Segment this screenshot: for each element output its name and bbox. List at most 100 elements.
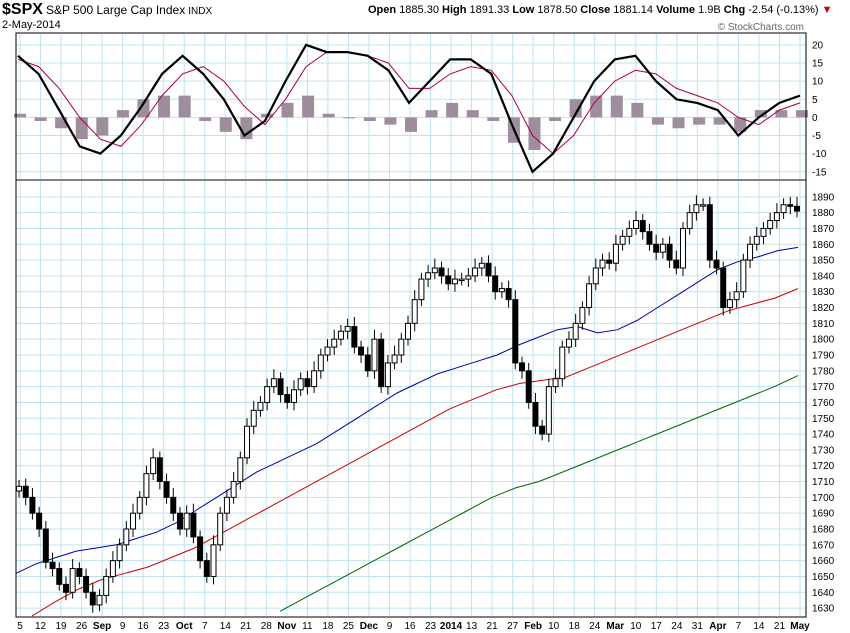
indicator-line [17, 43, 801, 174]
price-tick-label: 1840 [812, 271, 835, 282]
ohlc-readout: Open 1885.30 High 1891.33 Low 1878.50 Cl… [368, 4, 833, 16]
candle-body [96, 594, 103, 606]
candle-body [89, 591, 96, 606]
price-tick-label: 1710 [812, 477, 835, 488]
histogram-bar [487, 117, 500, 121]
indicator-tick-label: -5 [812, 131, 821, 142]
candle-body [29, 496, 36, 514]
histogram-bar [796, 110, 808, 118]
candle-body [425, 272, 432, 280]
candle-body [351, 326, 358, 348]
x-tick-label: Apr [709, 621, 726, 632]
candle-body [686, 212, 693, 229]
histogram-bar [734, 117, 747, 132]
x-tick-label: 31 [692, 621, 704, 632]
price-tick-label: 1780 [812, 366, 835, 377]
x-tick-label: Feb [524, 621, 542, 632]
x-tick-label: Nov [277, 621, 296, 632]
histogram-bar [363, 117, 376, 121]
candle-body [565, 338, 572, 348]
histogram-bar [405, 117, 417, 132]
close-value: 1881.14 [613, 4, 654, 16]
candle-body [418, 278, 425, 301]
histogram-bar [610, 95, 623, 118]
x-tick-label: 7 [202, 621, 208, 632]
candle-body [384, 362, 391, 388]
candle-body [311, 370, 318, 388]
candle-body [773, 212, 780, 222]
candle-body [197, 536, 204, 562]
histogram-bar [528, 117, 541, 150]
candle-body [156, 457, 163, 483]
histogram-bar [158, 95, 171, 118]
x-tick-label: 16 [404, 621, 416, 632]
candle-body [706, 204, 713, 261]
candle-body [183, 512, 190, 530]
histogram-bar [631, 102, 644, 118]
candle-body [465, 275, 472, 280]
histogram-bar [75, 117, 88, 140]
indicator-tick-label: 5 [812, 95, 818, 106]
candle-body [780, 204, 787, 214]
candle-body [472, 267, 479, 277]
indicator-tick-label: 10 [812, 77, 824, 88]
candle-body [525, 370, 532, 403]
candle-body [492, 275, 499, 293]
candle-body [458, 278, 465, 282]
candle-body [290, 389, 297, 403]
histogram-bar [466, 110, 479, 118]
candle-body [794, 205, 800, 212]
high-value: 1891.33 [469, 4, 510, 16]
price-tick-label: 1800 [812, 335, 835, 346]
x-tick-label: 13 [466, 621, 478, 632]
candle-body [619, 235, 626, 245]
histogram-bar [713, 117, 726, 125]
candle-body [230, 481, 237, 498]
histogram-bar [569, 99, 582, 118]
candle-body [371, 338, 378, 372]
histogram-bar [549, 117, 562, 121]
candle-body [42, 528, 49, 563]
candle-body [478, 262, 485, 269]
histogram-bar [590, 95, 603, 118]
candle-body [203, 560, 210, 577]
candle-body [176, 512, 183, 530]
candle-body [150, 457, 157, 475]
price-tick-label: 1830 [812, 287, 835, 298]
price-tick-label: 1870 [812, 224, 835, 235]
candle-body [170, 496, 177, 514]
candle-body [760, 227, 767, 237]
price-tick-label: 1740 [812, 430, 835, 441]
close-label: Close [580, 4, 611, 16]
x-tick-label: 9 [120, 621, 126, 632]
candle-body [740, 259, 747, 293]
candle-body [297, 378, 304, 391]
x-tick-label: 24 [671, 621, 683, 632]
indicator-tick-label: -15 [812, 167, 827, 178]
x-tick-label: 23 [425, 621, 437, 632]
x-tick-label: 11 [302, 621, 313, 632]
indicator-tick-label: 15 [812, 59, 824, 70]
x-tick-label: 17 [651, 621, 663, 632]
candle-body [163, 481, 170, 498]
candle-body [599, 259, 606, 269]
index-name: S&P 500 Large Cap Index [45, 3, 186, 17]
candle-body [244, 425, 251, 459]
histogram-bar [14, 113, 26, 118]
candle-body [666, 243, 673, 261]
histogram-bar [446, 102, 459, 118]
candle-body [532, 401, 539, 427]
x-tick-label: Sep [93, 621, 111, 632]
x-tick-label: Oct [176, 621, 193, 632]
histogram-bar [302, 95, 315, 118]
open-value: 1885.30 [399, 4, 439, 16]
low-value: 1878.50 [537, 4, 578, 16]
x-tick-label: 16 [138, 621, 150, 632]
candle-body [277, 378, 284, 396]
price-tick-label: 1720 [812, 461, 835, 472]
x-tick-label: 28 [261, 621, 273, 632]
candle-body [592, 267, 599, 285]
candle-body [364, 354, 371, 372]
x-tick-label: May [790, 621, 810, 632]
